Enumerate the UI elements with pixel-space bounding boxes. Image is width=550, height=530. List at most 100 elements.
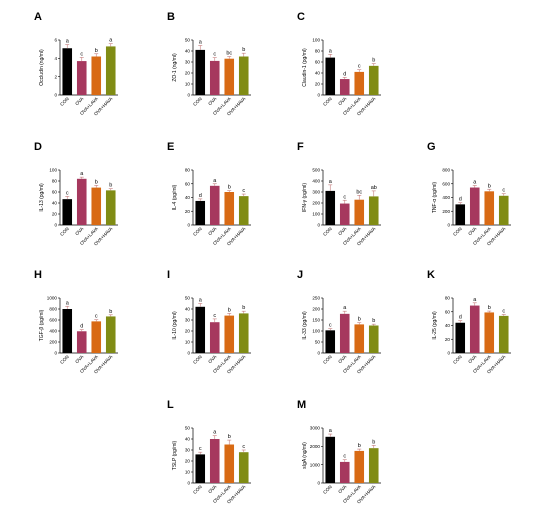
significance-label: c bbox=[242, 188, 245, 194]
significance-label: a bbox=[109, 38, 113, 44]
category-label: CON bbox=[452, 354, 463, 365]
panel-letter: G bbox=[427, 141, 436, 153]
y-tick-label: 400 bbox=[442, 195, 450, 200]
significance-label: c bbox=[66, 190, 69, 196]
bar bbox=[238, 56, 249, 95]
significance-label: b bbox=[372, 318, 375, 324]
significance-label: c bbox=[358, 64, 361, 70]
y-axis-label: Occludin (ng/ml) bbox=[39, 49, 45, 86]
y-tick-label: 80 bbox=[185, 168, 191, 173]
y-tick-label: 300 bbox=[312, 190, 320, 195]
bar bbox=[224, 192, 235, 225]
bar bbox=[325, 190, 336, 225]
significance-label: b bbox=[228, 307, 231, 313]
y-tick-label: 50 bbox=[185, 296, 191, 301]
panel-h: H 0 200 400 600 800 1000 TGF-β (pg/ml) a CON d OVA c… bbox=[34, 269, 118, 375]
significance-label: b bbox=[372, 439, 375, 445]
bar bbox=[238, 452, 249, 483]
significance-label: a bbox=[329, 428, 333, 434]
y-tick-label: 200 bbox=[312, 201, 320, 206]
bar bbox=[62, 48, 73, 95]
bar bbox=[195, 49, 206, 95]
category-label: CON bbox=[452, 226, 463, 237]
y-axis-label: TNF-α (pg/ml) bbox=[432, 182, 438, 214]
bar bbox=[209, 185, 220, 225]
significance-label: d bbox=[80, 324, 83, 330]
y-tick-label: 0 bbox=[317, 223, 320, 228]
y-tick-label: 0 bbox=[54, 223, 57, 228]
bar bbox=[195, 454, 206, 483]
y-tick-label: 40 bbox=[52, 201, 58, 206]
y-tick-label: 10 bbox=[185, 82, 191, 87]
y-tick-label: 0 bbox=[54, 93, 57, 98]
y-axis-label: TSLP (pg/ml) bbox=[172, 440, 178, 470]
panel-letter: J bbox=[297, 269, 303, 281]
category-label: CON bbox=[59, 226, 70, 237]
bar bbox=[76, 178, 87, 225]
significance-label: c bbox=[502, 309, 505, 315]
bar bbox=[209, 60, 220, 95]
significance-label: a bbox=[473, 179, 477, 185]
bar bbox=[105, 190, 116, 225]
bar bbox=[224, 58, 235, 95]
bar bbox=[224, 444, 235, 483]
significance-label: a bbox=[199, 40, 203, 46]
panel-letter: H bbox=[34, 269, 42, 281]
panel-letter: E bbox=[167, 141, 174, 153]
bar bbox=[469, 305, 480, 353]
panel-letter: L bbox=[167, 399, 174, 411]
significance-label: b bbox=[372, 58, 375, 64]
significance-label: a bbox=[66, 300, 70, 306]
category-label: OVA bbox=[337, 354, 348, 365]
bar bbox=[105, 316, 116, 353]
y-tick-label: 80 bbox=[445, 296, 451, 301]
category-label: OVA bbox=[337, 484, 348, 495]
y-tick-label: 0 bbox=[187, 481, 190, 486]
y-tick-label: 50 bbox=[315, 340, 321, 345]
significance-label: c bbox=[95, 314, 98, 320]
bar bbox=[224, 315, 235, 353]
y-tick-label: 60 bbox=[52, 190, 58, 195]
y-tick-label: 100 bbox=[49, 168, 57, 173]
bar bbox=[325, 436, 336, 483]
significance-label: a bbox=[213, 430, 217, 436]
y-tick-label: 0 bbox=[447, 223, 450, 228]
y-tick-label: 2000 bbox=[310, 444, 321, 449]
significance-label: bc bbox=[356, 189, 362, 195]
category-label: OVA bbox=[467, 354, 478, 365]
significance-label: d bbox=[199, 193, 202, 199]
significance-label: c bbox=[343, 454, 346, 460]
category-label: CON bbox=[192, 226, 203, 237]
significance-label: a bbox=[473, 297, 477, 303]
category-label: CON bbox=[192, 484, 203, 495]
category-label: OVA bbox=[74, 226, 85, 237]
y-tick-label: 250 bbox=[312, 296, 320, 301]
y-tick-label: 100 bbox=[312, 38, 320, 43]
y-tick-label: 10 bbox=[185, 470, 191, 475]
category-label: OVA bbox=[207, 96, 218, 107]
significance-label: b bbox=[228, 434, 231, 440]
y-tick-label: 40 bbox=[185, 49, 191, 54]
y-tick-label: 20 bbox=[185, 209, 191, 214]
y-axis-label: IL-4 (pg/ml) bbox=[172, 184, 178, 210]
significance-label: c bbox=[329, 323, 332, 329]
y-tick-label: 20 bbox=[52, 212, 58, 217]
panel-letter: M bbox=[297, 399, 306, 411]
bar bbox=[238, 313, 249, 353]
category-label: CON bbox=[192, 96, 203, 107]
y-tick-label: 200 bbox=[442, 209, 450, 214]
significance-label: c bbox=[502, 188, 505, 194]
significance-label: b bbox=[109, 309, 112, 315]
bar bbox=[469, 187, 480, 225]
significance-label: d bbox=[343, 71, 346, 77]
y-tick-label: 60 bbox=[445, 309, 451, 314]
significance-label: c bbox=[80, 51, 83, 57]
bar bbox=[339, 203, 350, 225]
y-tick-label: 150 bbox=[312, 318, 320, 323]
